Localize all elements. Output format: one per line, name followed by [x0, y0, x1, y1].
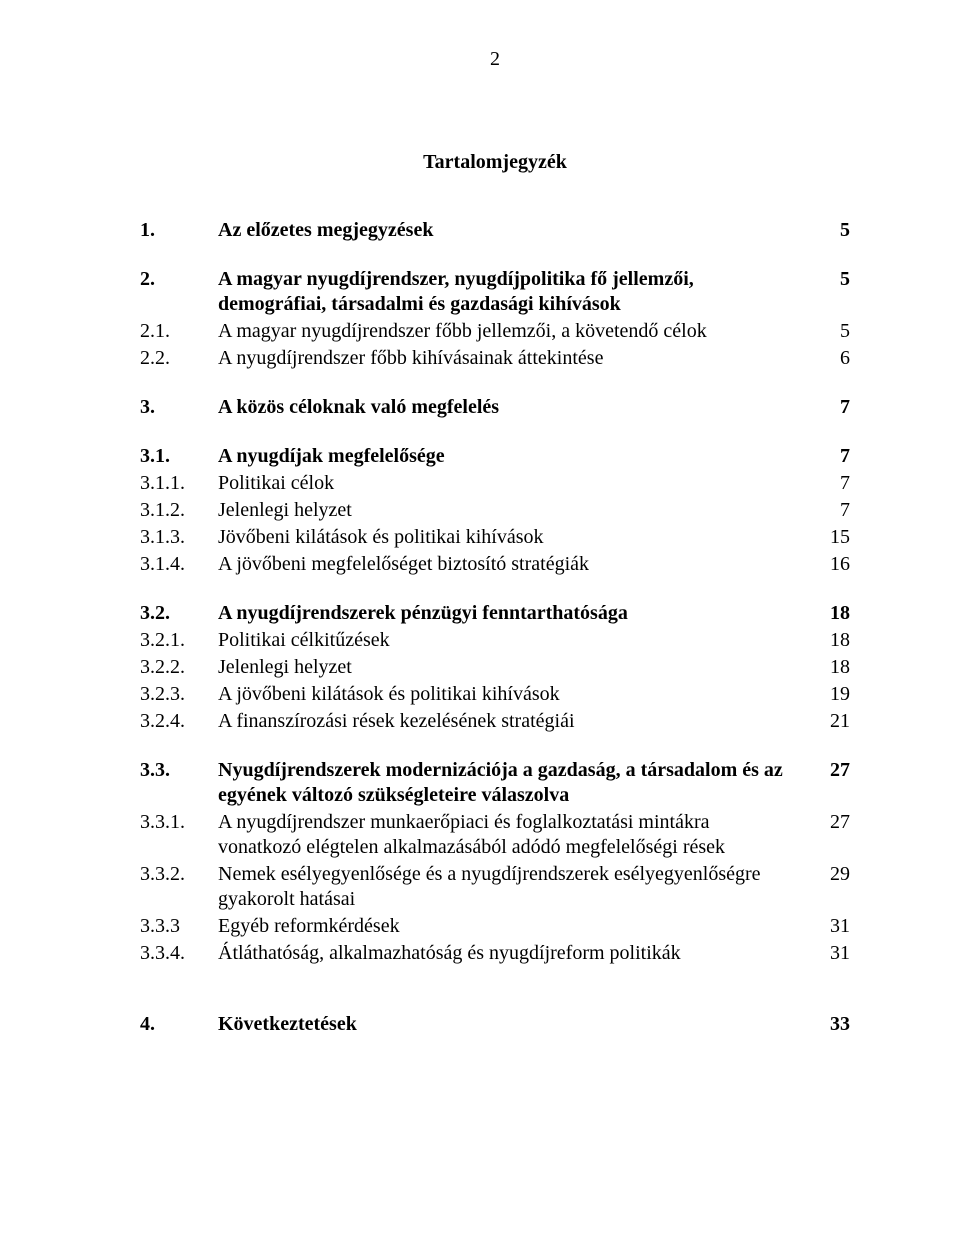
- toc-number: 3.1.2.: [140, 498, 218, 523]
- toc-label: Nemek esélyegyenlősége és a nyugdíjrends…: [218, 862, 814, 912]
- toc-row: 2.A magyar nyugdíjrendszer, nyugdíjpolit…: [140, 267, 850, 317]
- toc-page: 18: [814, 655, 850, 680]
- toc-page: 19: [814, 682, 850, 707]
- toc-label: A finanszírozási rések kezelésének strat…: [218, 709, 814, 734]
- toc-row: 3.2.1.Politikai célkitűzések18: [140, 628, 850, 653]
- toc-label: A közös céloknak való megfelelés: [218, 395, 814, 420]
- toc-page: 5: [814, 267, 850, 317]
- toc-label: Jelenlegi helyzet: [218, 655, 814, 680]
- toc-page: 7: [814, 395, 850, 420]
- toc-spacer: [140, 990, 850, 1012]
- toc-page: 7: [814, 498, 850, 523]
- toc-label: Átláthatóság, alkalmazhatóság és nyugdíj…: [218, 941, 814, 966]
- toc-page: 21: [814, 709, 850, 734]
- toc-page: 5: [814, 218, 850, 243]
- toc-number: 3.2.3.: [140, 682, 218, 707]
- toc-gap: [140, 968, 850, 990]
- toc-number: 3.: [140, 395, 218, 420]
- toc-page: 18: [814, 628, 850, 653]
- toc-title: Tartalomjegyzék: [140, 151, 850, 174]
- toc-page: 27: [814, 758, 850, 808]
- toc-row: 3.2.4.A finanszírozási rések kezelésének…: [140, 709, 850, 734]
- toc-page: 18: [814, 601, 850, 626]
- toc-number: 4.: [140, 1012, 218, 1037]
- toc-number: 3.2.2.: [140, 655, 218, 680]
- toc-page: 15: [814, 525, 850, 550]
- toc-label: Politikai célok: [218, 471, 814, 496]
- toc-row: 3.3.Nyugdíjrendszerek modernizációja a g…: [140, 758, 850, 808]
- toc-label: Jelenlegi helyzet: [218, 498, 814, 523]
- toc-number: 2.: [140, 267, 218, 317]
- toc-number: 3.3.1.: [140, 810, 218, 860]
- toc-gap: [140, 422, 850, 444]
- toc-label: A nyugdíjak megfelelősége: [218, 444, 814, 469]
- toc-number: 3.2.4.: [140, 709, 218, 734]
- toc-page: 31: [814, 914, 850, 939]
- toc-row: 3.3.2.Nemek esélyegyenlősége és a nyugdí…: [140, 862, 850, 912]
- toc-row: 3.1.4.A jövőbeni megfelelőséget biztosít…: [140, 552, 850, 577]
- toc-number: 3.1.4.: [140, 552, 218, 577]
- toc-page: 7: [814, 471, 850, 496]
- toc-label: A jövőbeni megfelelőséget biztosító stra…: [218, 552, 814, 577]
- toc-row: 3.3.3Egyéb reformkérdések31: [140, 914, 850, 939]
- toc-label: A nyugdíjrendszer főbb kihívásainak átte…: [218, 346, 814, 371]
- toc-number: 3.3.2.: [140, 862, 218, 912]
- toc-page: 27: [814, 810, 850, 860]
- toc-gap: [140, 373, 850, 395]
- toc-number: 3.3.4.: [140, 941, 218, 966]
- toc-number: 1.: [140, 218, 218, 243]
- toc-gap: [140, 736, 850, 758]
- toc-page: 33: [814, 1012, 850, 1037]
- toc-row: 3.1.1.Politikai célok7: [140, 471, 850, 496]
- page-number: 2: [140, 48, 850, 71]
- toc-row: 1.Az előzetes megjegyzések5: [140, 218, 850, 243]
- toc-row: 3.3.4.Átláthatóság, alkalmazhatóság és n…: [140, 941, 850, 966]
- toc-label: Az előzetes megjegyzések: [218, 218, 814, 243]
- toc-row: 3.1.A nyugdíjak megfelelősége7: [140, 444, 850, 469]
- toc-number: 3.3.: [140, 758, 218, 808]
- toc-gap: [140, 245, 850, 267]
- toc-page: 7: [814, 444, 850, 469]
- toc-label: Jövőbeni kilátások és politikai kihíváso…: [218, 525, 814, 550]
- toc-label: Következtetések: [218, 1012, 814, 1037]
- toc-number: 2.2.: [140, 346, 218, 371]
- toc-row: 3.A közös céloknak való megfelelés7: [140, 395, 850, 420]
- toc-label: A magyar nyugdíjrendszer főbb jellemzői,…: [218, 319, 814, 344]
- toc-number: 3.1.1.: [140, 471, 218, 496]
- toc-label: Politikai célkitűzések: [218, 628, 814, 653]
- toc-row: 3.3.1.A nyugdíjrendszer munkaerőpiaci és…: [140, 810, 850, 860]
- toc-label: A nyugdíjrendszer munkaerőpiaci és fogla…: [218, 810, 814, 860]
- toc-row: 3.1.2.Jelenlegi helyzet7: [140, 498, 850, 523]
- toc-row: 2.1.A magyar nyugdíjrendszer főbb jellem…: [140, 319, 850, 344]
- toc-number: 3.1.3.: [140, 525, 218, 550]
- toc-label: A magyar nyugdíjrendszer, nyugdíjpolitik…: [218, 267, 814, 317]
- toc-row: 4.Következtetések33: [140, 1012, 850, 1037]
- toc-row: 3.2.2.Jelenlegi helyzet18: [140, 655, 850, 680]
- toc-number: 3.2.: [140, 601, 218, 626]
- toc-row: 3.2.3.A jövőbeni kilátások és politikai …: [140, 682, 850, 707]
- toc-label: A jövőbeni kilátások és politikai kihívá…: [218, 682, 814, 707]
- toc-page: 29: [814, 862, 850, 912]
- toc-page: 31: [814, 941, 850, 966]
- toc-page: 6: [814, 346, 850, 371]
- toc-number: 2.1.: [140, 319, 218, 344]
- toc-page: 16: [814, 552, 850, 577]
- toc-row: 2.2.A nyugdíjrendszer főbb kihívásainak …: [140, 346, 850, 371]
- toc-number: 3.3.3: [140, 914, 218, 939]
- toc-label: Egyéb reformkérdések: [218, 914, 814, 939]
- toc-row: 3.1.3.Jövőbeni kilátások és politikai ki…: [140, 525, 850, 550]
- toc-label: Nyugdíjrendszerek modernizációja a gazda…: [218, 758, 814, 808]
- toc-number: 3.1.: [140, 444, 218, 469]
- toc-number: 3.2.1.: [140, 628, 218, 653]
- toc-label: A nyugdíjrendszerek pénzügyi fenntarthat…: [218, 601, 814, 626]
- toc-page: 5: [814, 319, 850, 344]
- toc-row: 3.2.A nyugdíjrendszerek pénzügyi fenntar…: [140, 601, 850, 626]
- toc-gap: [140, 579, 850, 601]
- toc-list: 1.Az előzetes megjegyzések52.A magyar ny…: [140, 218, 850, 1037]
